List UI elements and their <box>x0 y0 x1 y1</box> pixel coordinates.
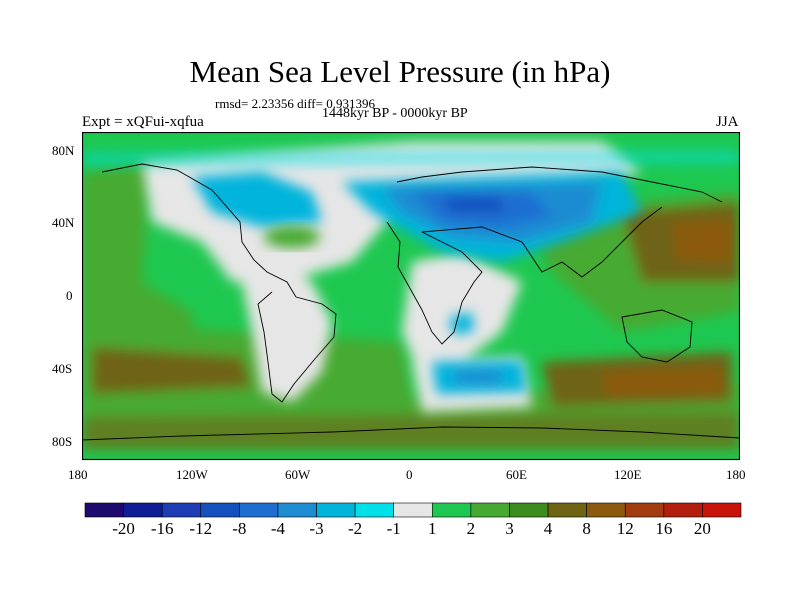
map-frame <box>82 132 740 461</box>
colorbar-swatch <box>431 502 472 518</box>
colorbar-swatch <box>200 502 240 518</box>
eurasia-low-core <box>442 197 502 212</box>
south-america-neutral <box>242 252 332 402</box>
colorbar-tick-label: -3 <box>309 519 324 538</box>
north-atlantic-blob <box>264 226 320 248</box>
y-tick-label: 80N <box>52 143 75 158</box>
north-america-low <box>192 172 322 227</box>
colorbar-tick-label: 16 <box>655 519 673 538</box>
x-tick-label: 0 <box>406 467 413 482</box>
x-tick-label: 60E <box>506 467 527 482</box>
pacific-core-high <box>672 220 732 262</box>
colorbar-tick-label: -16 <box>150 519 174 538</box>
colorbar-swatch <box>239 502 279 518</box>
colorbar-swatch <box>547 502 587 518</box>
positive-anomaly-regions <box>82 162 740 450</box>
coast-north-america <box>101 163 297 298</box>
page-title: Mean Sea Level Pressure (in hPa) <box>189 54 611 89</box>
colorbar-swatch <box>161 502 202 518</box>
south-pacific-high <box>92 347 252 394</box>
x-tick-label: 180 <box>68 467 88 482</box>
south-atlantic-low-core <box>454 370 502 384</box>
colorbar-swatch <box>354 502 395 518</box>
season-label: JJA <box>716 114 739 130</box>
colorbar-tick-label: 2 <box>466 519 476 538</box>
colorbar-tick-label: -2 <box>348 519 363 538</box>
colorbar-tick-label: -4 <box>270 519 286 538</box>
colorbar-swatch <box>316 502 356 518</box>
colorbar-tick-label: -12 <box>189 519 213 538</box>
colorbar-swatch <box>277 502 317 518</box>
colorbar-swatch <box>586 502 626 518</box>
colorbar-swatch <box>702 502 742 518</box>
colorbar-tick-label: 20 <box>693 519 711 538</box>
y-tick-label: 40S <box>52 361 73 376</box>
colorbar-swatch <box>393 502 433 518</box>
x-tick-label: 120W <box>176 467 208 482</box>
colorbar-tick-label: -8 <box>232 519 247 538</box>
y-tick-label: 0 <box>66 288 73 303</box>
coast-asia-south <box>421 206 663 278</box>
colorbar-swatch <box>123 502 163 518</box>
arctic-band <box>82 150 740 166</box>
rmsd-diff-stats: rmsd= 2.23356 diff= 0.931396 <box>215 96 375 111</box>
colorbar-tick-label: -1 <box>386 519 401 538</box>
colorbar-tick-label: 8 <box>582 519 591 538</box>
colorbar-tick-label: -20 <box>112 519 135 538</box>
coast-south-america <box>257 291 337 403</box>
y-tick-label: 80S <box>52 434 73 449</box>
time-period-label: 1448kyr BP - 0000kyr BP <box>322 106 468 121</box>
madagascar-low <box>450 312 474 334</box>
coastlines <box>82 163 740 441</box>
pressure-anomaly-map <box>82 132 740 461</box>
colorbar-swatch <box>509 502 549 518</box>
indian-core-high <box>602 368 722 396</box>
y-tick-label: 40N <box>52 215 75 230</box>
negative-anomaly-regions <box>82 150 740 394</box>
colorbar-swatch <box>663 502 703 518</box>
colorbar-tick-label: 4 <box>543 519 553 538</box>
colorbar-swatch <box>84 502 124 518</box>
antarctic-band <box>82 412 740 450</box>
x-tick-label: 60W <box>285 467 311 482</box>
colorbar-tick-label: 12 <box>616 519 634 538</box>
coast-antarctica <box>82 426 740 441</box>
x-tick-label: 120E <box>614 467 642 482</box>
coast-australia <box>621 309 693 363</box>
colorbar-swatch <box>624 502 665 518</box>
coast-eurasia-north <box>396 166 723 203</box>
colorbar-tick-label: 1 <box>428 519 437 538</box>
experiment-label: Expt = xQFui-xqfua <box>82 114 204 130</box>
colorbar-swatch <box>470 502 510 518</box>
colorbar <box>84 502 742 518</box>
x-tick-label: 180 <box>726 467 746 482</box>
colorbar-tick-label: 3 <box>505 519 514 538</box>
coast-africa <box>386 221 483 345</box>
